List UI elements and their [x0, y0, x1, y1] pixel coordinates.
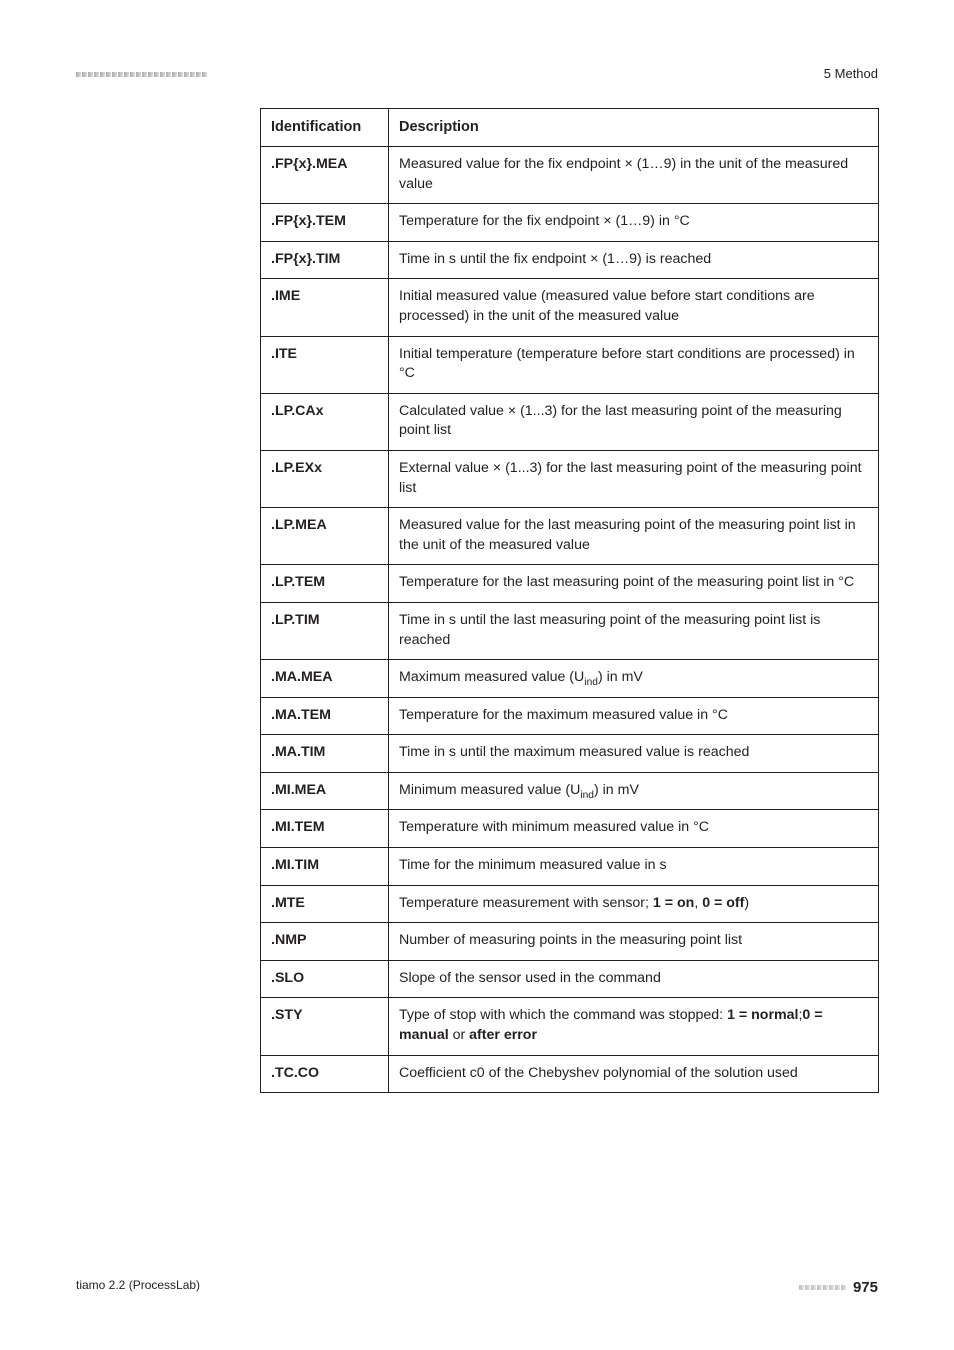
table-row: .IMEInitial measured value (measured val… — [261, 279, 879, 336]
table-row: .TC.COCoefficient c0 of the Chebyshev po… — [261, 1055, 879, 1093]
table-row: .MI.TIMTime for the minimum measured val… — [261, 848, 879, 886]
cell-description: Temperature with minimum measured value … — [389, 810, 879, 848]
cell-identification: .ITE — [261, 336, 389, 393]
cell-identification: .TC.CO — [261, 1055, 389, 1093]
table-row: .STYType of stop with which the command … — [261, 998, 879, 1055]
page-number: 975 — [853, 1279, 878, 1296]
cell-identification: .LP.TIM — [261, 602, 389, 659]
table-row: .FP{x}.TIMTime in s until the fix endpoi… — [261, 241, 879, 279]
table-row: .LP.TEMTemperature for the last measurin… — [261, 565, 879, 603]
cell-description: Temperature measurement with sensor; 1 =… — [389, 885, 879, 923]
cell-identification: .LP.MEA — [261, 508, 389, 565]
cell-description: Initial measured value (measured value b… — [389, 279, 879, 336]
cell-identification: .FP{x}.TIM — [261, 241, 389, 279]
cell-description: Number of measuring points in the measur… — [389, 923, 879, 961]
identification-table: Identification Description .FP{x}.MEAMea… — [260, 108, 878, 1093]
cell-identification: .MA.TEM — [261, 697, 389, 735]
cell-identification: .FP{x}.TEM — [261, 204, 389, 242]
cell-description: Initial temperature (temperature before … — [389, 336, 879, 393]
cell-description: Measured value for the fix endpoint × (1… — [389, 147, 879, 204]
table-row: .MA.TEMTemperature for the maximum measu… — [261, 697, 879, 735]
cell-description: Minimum measured value (Uind) in mV — [389, 772, 879, 810]
header-section-label: 5 Method — [824, 66, 878, 81]
cell-identification: .SLO — [261, 960, 389, 998]
table-row: .MTETemperature measurement with sensor;… — [261, 885, 879, 923]
cell-identification: .MTE — [261, 885, 389, 923]
cell-description: External value × (1...3) for the last me… — [389, 450, 879, 507]
cell-description: Maximum measured value (Uind) in mV — [389, 660, 879, 698]
cell-description: Time in s until the fix endpoint × (1…9)… — [389, 241, 879, 279]
cell-identification: .IME — [261, 279, 389, 336]
cell-identification: .MI.TEM — [261, 810, 389, 848]
cell-identification: .MA.TIM — [261, 735, 389, 773]
footer-stripe — [799, 1285, 847, 1290]
table-body: .FP{x}.MEAMeasured value for the fix end… — [261, 147, 879, 1093]
cell-identification: .MA.MEA — [261, 660, 389, 698]
table-row: .MI.TEMTemperature with minimum measured… — [261, 810, 879, 848]
cell-identification: .LP.CAx — [261, 393, 389, 450]
table-row: .LP.MEAMeasured value for the last measu… — [261, 508, 879, 565]
cell-description: Type of stop with which the command was … — [389, 998, 879, 1055]
cell-identification: .FP{x}.MEA — [261, 147, 389, 204]
table-row: .FP{x}.MEAMeasured value for the fix end… — [261, 147, 879, 204]
cell-identification: .NMP — [261, 923, 389, 961]
cell-description: Time for the minimum measured value in s — [389, 848, 879, 886]
footer-product: tiamo 2.2 (ProcessLab) — [76, 1278, 200, 1292]
cell-identification: .MI.MEA — [261, 772, 389, 810]
table-row: .FP{x}.TEMTemperature for the fix endpoi… — [261, 204, 879, 242]
footer-page: 975 — [799, 1279, 878, 1296]
table-row: .LP.TIMTime in s until the last measurin… — [261, 602, 879, 659]
cell-identification: .LP.TEM — [261, 565, 389, 603]
table-row: .ITEInitial temperature (temperature bef… — [261, 336, 879, 393]
cell-description: Time in s until the last measuring point… — [389, 602, 879, 659]
table-row: .MA.TIMTime in s until the maximum measu… — [261, 735, 879, 773]
col-description: Description — [389, 109, 879, 147]
cell-description: Slope of the sensor used in the command — [389, 960, 879, 998]
table-row: .MA.MEAMaximum measured value (Uind) in … — [261, 660, 879, 698]
table-row: .LP.CAxCalculated value × (1...3) for th… — [261, 393, 879, 450]
col-identification: Identification — [261, 109, 389, 147]
table-row: .LP.EXxExternal value × (1...3) for the … — [261, 450, 879, 507]
cell-description: Coefficient c0 of the Chebyshev polynomi… — [389, 1055, 879, 1093]
table-row: .SLOSlope of the sensor used in the comm… — [261, 960, 879, 998]
cell-identification: .MI.TIM — [261, 848, 389, 886]
table-row: .NMPNumber of measuring points in the me… — [261, 923, 879, 961]
cell-identification: .LP.EXx — [261, 450, 389, 507]
cell-description: Temperature for the last measuring point… — [389, 565, 879, 603]
cell-description: Temperature for the maximum measured val… — [389, 697, 879, 735]
cell-description: Calculated value × (1...3) for the last … — [389, 393, 879, 450]
table-header-row: Identification Description — [261, 109, 879, 147]
table-row: .MI.MEAMinimum measured value (Uind) in … — [261, 772, 879, 810]
cell-description: Measured value for the last measuring po… — [389, 508, 879, 565]
cell-identification: .STY — [261, 998, 389, 1055]
header-stripe — [76, 72, 208, 77]
cell-description: Time in s until the maximum measured val… — [389, 735, 879, 773]
cell-description: Temperature for the fix endpoint × (1…9)… — [389, 204, 879, 242]
